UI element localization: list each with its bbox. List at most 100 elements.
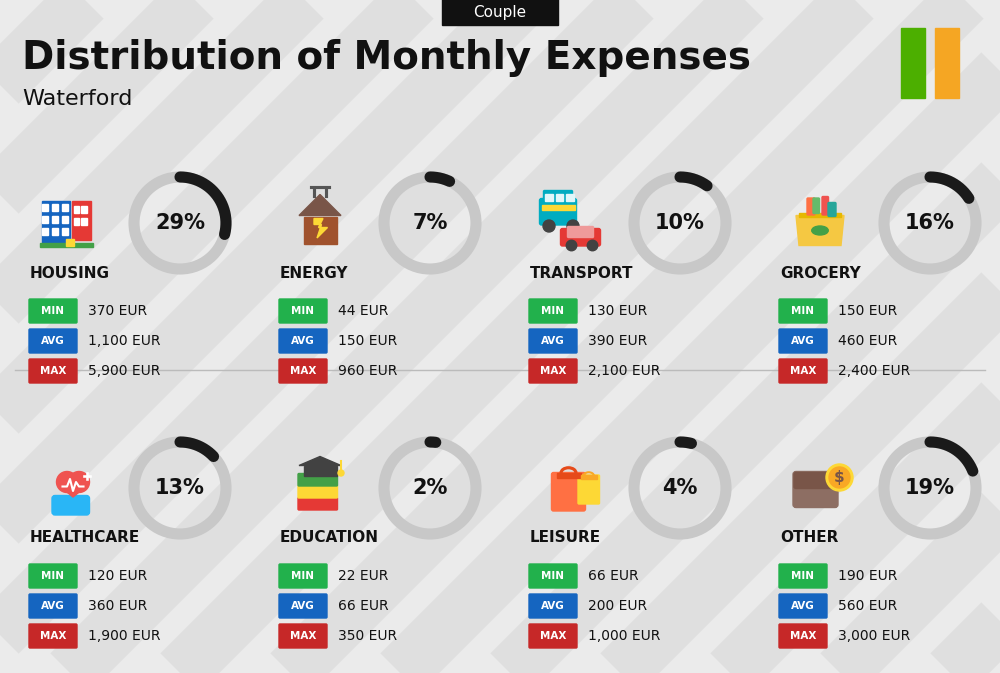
- Text: 1,900 EUR: 1,900 EUR: [88, 629, 160, 643]
- Text: 44 EUR: 44 EUR: [338, 304, 388, 318]
- FancyBboxPatch shape: [807, 198, 815, 215]
- FancyBboxPatch shape: [779, 329, 827, 353]
- FancyBboxPatch shape: [828, 203, 836, 217]
- FancyBboxPatch shape: [779, 564, 827, 588]
- Text: AVG: AVG: [41, 601, 65, 611]
- Text: MIN: MIN: [292, 571, 314, 581]
- FancyBboxPatch shape: [29, 624, 77, 648]
- FancyBboxPatch shape: [279, 594, 327, 618]
- Text: 150 EUR: 150 EUR: [838, 304, 897, 318]
- FancyBboxPatch shape: [822, 197, 828, 215]
- FancyBboxPatch shape: [52, 203, 58, 211]
- Text: MIN: MIN: [542, 306, 564, 316]
- FancyBboxPatch shape: [540, 199, 576, 225]
- Text: 200 EUR: 200 EUR: [588, 599, 647, 613]
- Text: 13%: 13%: [155, 478, 205, 498]
- FancyBboxPatch shape: [29, 594, 77, 618]
- FancyBboxPatch shape: [279, 564, 327, 588]
- Text: 16%: 16%: [905, 213, 955, 233]
- Text: LEISURE: LEISURE: [530, 530, 601, 546]
- FancyBboxPatch shape: [556, 194, 563, 201]
- FancyBboxPatch shape: [81, 206, 87, 213]
- Text: MIN: MIN: [792, 306, 814, 316]
- Circle shape: [338, 470, 344, 476]
- Text: MIN: MIN: [792, 571, 814, 581]
- FancyBboxPatch shape: [799, 213, 841, 217]
- FancyBboxPatch shape: [568, 227, 594, 238]
- Polygon shape: [299, 194, 341, 215]
- Circle shape: [566, 240, 577, 251]
- Text: MAX: MAX: [290, 631, 316, 641]
- FancyBboxPatch shape: [578, 475, 600, 504]
- Text: 150 EUR: 150 EUR: [338, 334, 397, 348]
- FancyBboxPatch shape: [62, 203, 68, 211]
- Text: AVG: AVG: [291, 601, 315, 611]
- Ellipse shape: [812, 226, 828, 235]
- Circle shape: [68, 472, 90, 493]
- FancyBboxPatch shape: [40, 242, 92, 247]
- FancyBboxPatch shape: [529, 359, 577, 383]
- FancyBboxPatch shape: [901, 28, 925, 98]
- FancyBboxPatch shape: [298, 485, 338, 498]
- FancyBboxPatch shape: [279, 329, 327, 353]
- Circle shape: [567, 220, 579, 232]
- Polygon shape: [58, 485, 88, 497]
- Text: 29%: 29%: [155, 213, 205, 233]
- FancyBboxPatch shape: [62, 227, 68, 235]
- Text: 66 EUR: 66 EUR: [338, 599, 389, 613]
- Text: MAX: MAX: [40, 366, 66, 376]
- Text: AVG: AVG: [791, 601, 815, 611]
- FancyBboxPatch shape: [74, 206, 79, 213]
- Text: TRANSPORT: TRANSPORT: [530, 266, 634, 281]
- Text: $: $: [834, 470, 845, 485]
- Text: HEALTHCARE: HEALTHCARE: [30, 530, 140, 546]
- FancyBboxPatch shape: [29, 299, 77, 323]
- Text: 2,100 EUR: 2,100 EUR: [588, 364, 660, 378]
- FancyBboxPatch shape: [793, 472, 838, 507]
- Circle shape: [56, 472, 78, 493]
- FancyBboxPatch shape: [42, 203, 48, 211]
- Polygon shape: [796, 215, 844, 246]
- FancyBboxPatch shape: [81, 218, 87, 225]
- FancyBboxPatch shape: [298, 474, 338, 486]
- FancyBboxPatch shape: [42, 201, 70, 246]
- Text: AVG: AVG: [291, 336, 315, 346]
- FancyBboxPatch shape: [42, 215, 48, 223]
- FancyBboxPatch shape: [72, 201, 91, 240]
- Text: MIN: MIN: [42, 306, 64, 316]
- Text: 1,000 EUR: 1,000 EUR: [588, 629, 660, 643]
- FancyBboxPatch shape: [779, 359, 827, 383]
- Text: 130 EUR: 130 EUR: [588, 304, 647, 318]
- FancyBboxPatch shape: [62, 215, 68, 223]
- FancyBboxPatch shape: [279, 359, 327, 383]
- Text: 19%: 19%: [905, 478, 955, 498]
- FancyBboxPatch shape: [42, 227, 48, 235]
- FancyBboxPatch shape: [529, 564, 577, 588]
- FancyBboxPatch shape: [560, 229, 600, 246]
- Text: 360 EUR: 360 EUR: [88, 599, 147, 613]
- Text: MAX: MAX: [540, 631, 566, 641]
- Text: 2%: 2%: [412, 478, 448, 498]
- FancyBboxPatch shape: [552, 472, 586, 511]
- FancyBboxPatch shape: [298, 497, 338, 510]
- Text: GROCERY: GROCERY: [780, 266, 861, 281]
- FancyBboxPatch shape: [52, 215, 58, 223]
- FancyBboxPatch shape: [580, 475, 597, 479]
- FancyBboxPatch shape: [529, 594, 577, 618]
- FancyBboxPatch shape: [52, 495, 90, 515]
- FancyBboxPatch shape: [74, 218, 79, 225]
- Text: MIN: MIN: [42, 571, 64, 581]
- Polygon shape: [299, 456, 341, 466]
- Text: MAX: MAX: [540, 366, 566, 376]
- FancyBboxPatch shape: [794, 472, 837, 489]
- FancyBboxPatch shape: [566, 194, 574, 201]
- Text: 960 EUR: 960 EUR: [338, 364, 397, 378]
- Text: Distribution of Monthly Expenses: Distribution of Monthly Expenses: [22, 39, 751, 77]
- Text: 3,000 EUR: 3,000 EUR: [838, 629, 910, 643]
- FancyBboxPatch shape: [304, 466, 336, 476]
- FancyBboxPatch shape: [542, 205, 574, 209]
- Text: MAX: MAX: [790, 631, 816, 641]
- Text: AVG: AVG: [541, 336, 565, 346]
- FancyBboxPatch shape: [279, 624, 327, 648]
- FancyBboxPatch shape: [529, 329, 577, 353]
